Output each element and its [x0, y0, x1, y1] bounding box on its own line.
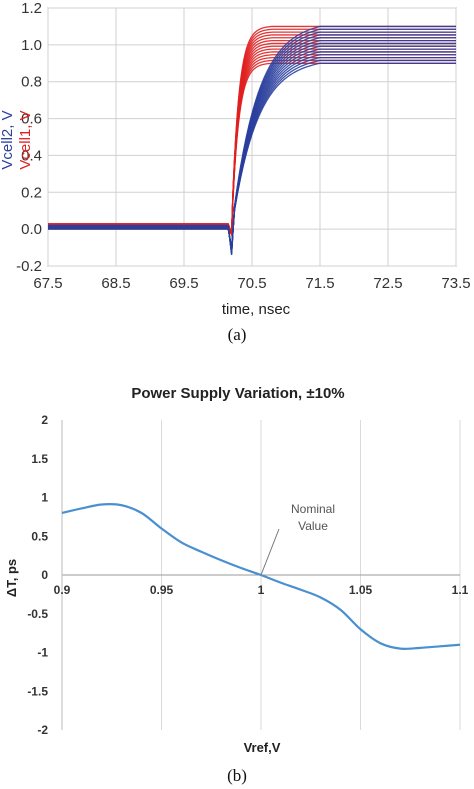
- transient-y-tick-label: 0.4: [21, 147, 42, 164]
- supply-y-label: ΔT, ps: [4, 559, 19, 597]
- transient-chart: -0.2 0.0 0.2 0.4 0.6 0.8 1.0 1.2 67.5 68.5 69.5 70…: [0, 0, 471, 344]
- transient-x-tick-label: 71.5: [305, 275, 334, 292]
- transient-y-ticks: -0.2 0.0 0.2 0.4 0.6 0.8 1.0 1.2: [16, 0, 42, 275]
- transient-series-1-curve: [48, 25, 456, 234]
- transient-x-tick-label: 68.5: [101, 275, 130, 292]
- supply-y-tick-label: -1: [37, 646, 48, 660]
- transient-x-ticks: 67.5 68.5 69.5 70.5 71.5 72.5 73.5: [33, 275, 470, 292]
- transient-x-label: time, nsec: [222, 301, 291, 318]
- transient-y-tick-label: 0.0: [21, 221, 42, 238]
- supply-x-ticks: 0.9 0.95 1 1.05 1.1: [54, 583, 469, 597]
- supply-x-tick-label: 0.9: [54, 583, 71, 597]
- supply-x-tick-label: 1.1: [452, 583, 469, 597]
- transient-y-tick-label: 0.2: [21, 184, 42, 201]
- caption-b: (b): [227, 766, 247, 785]
- transient-y-tick-label: 0.8: [21, 74, 42, 91]
- supply-variation-chart: Power Supply Variation, ±10% 2 1.5 1 0.5 0 -0…: [4, 385, 469, 785]
- transient-y-tick-label: 0.6: [21, 111, 42, 128]
- transient-y-tick-label: 1.0: [21, 37, 42, 54]
- transient-x-tick-label: 72.5: [373, 275, 402, 292]
- transient-y-label: Vcell2, V: [0, 110, 16, 169]
- caption-a: (a): [228, 325, 247, 344]
- nominal-label-line1: Nominal: [291, 502, 335, 516]
- supply-y-tick-label: -0.5: [27, 607, 48, 621]
- transient-series: [48, 25, 456, 256]
- supply-y-tick-label: 0.5: [31, 529, 48, 543]
- transient-y-label-2: Vcell1, V: [17, 110, 34, 169]
- nominal-label-line2: Value: [298, 519, 328, 533]
- supply-y-tick-label: 1: [41, 491, 48, 505]
- supply-y-ticks: 2 1.5 1 0.5 0 -0.5 -1 -1.5 -2: [27, 413, 48, 737]
- transient-x-tick-label: 73.5: [441, 275, 470, 292]
- transient-x-tick-label: 70.5: [237, 275, 266, 292]
- supply-x-tick-label: 1.05: [349, 583, 373, 597]
- supply-x-label: Vref,V: [244, 740, 281, 755]
- transient-x-tick-label: 67.5: [33, 275, 62, 292]
- vcell1-label: Vcell1, V: [17, 110, 34, 169]
- supply-variation-title: Power Supply Variation, ±10%: [131, 385, 344, 402]
- transient-y-tick-label: 1.2: [21, 0, 42, 17]
- transient-x-tick-label: 69.5: [169, 275, 198, 292]
- supply-y-tick-label: 0: [41, 568, 48, 582]
- transient-series-0-curve: [48, 25, 456, 256]
- nominal-leader-line: [260, 528, 280, 576]
- supply-y-tick-label: -2: [37, 723, 48, 737]
- supply-y-tick-label: -1.5: [27, 684, 48, 698]
- supply-y-tick-label: 2: [41, 413, 48, 427]
- vcell2-label: Vcell2, V: [0, 110, 16, 169]
- supply-y-tick-label: 1.5: [31, 452, 48, 466]
- supply-x-tick-label: 0.95: [150, 583, 174, 597]
- transient-y-tick-label: -0.2: [16, 258, 42, 275]
- supply-x-tick-label: 1: [258, 583, 265, 597]
